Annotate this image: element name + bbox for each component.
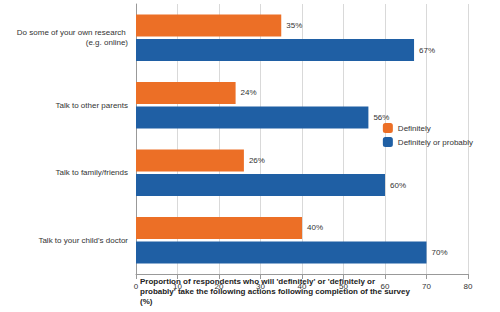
svg-text:probably' take the following a: probably' take the following actions fol…	[140, 287, 412, 296]
svg-text:0: 0	[134, 282, 139, 291]
svg-text:56%: 56%	[373, 113, 389, 122]
svg-text:70: 70	[422, 282, 431, 291]
svg-text:Do some of your own research: Do some of your own research	[17, 28, 128, 37]
svg-text:60%: 60%	[390, 181, 406, 190]
svg-text:Talk to family/friends: Talk to family/friends	[56, 168, 128, 177]
svg-text:26%: 26%	[249, 156, 265, 165]
svg-text:70%: 70%	[432, 248, 448, 257]
svg-text:Proportion of respondents who: Proportion of respondents who will 'defi…	[140, 277, 377, 286]
svg-text:Talk to your child's doctor: Talk to your child's doctor	[38, 236, 128, 245]
svg-text:40%: 40%	[307, 223, 323, 232]
svg-text:(e.g. online): (e.g. online)	[86, 38, 129, 47]
svg-text:Talk to other parents: Talk to other parents	[56, 101, 128, 110]
svg-text:35%: 35%	[286, 21, 302, 30]
svg-text:Definitely: Definitely	[398, 124, 431, 133]
svg-text:(%): (%)	[140, 297, 153, 306]
svg-text:67%: 67%	[419, 46, 435, 55]
svg-text:80: 80	[464, 282, 473, 291]
svg-text:Definitely or probably: Definitely or probably	[398, 138, 473, 147]
svg-text:24%: 24%	[241, 88, 257, 97]
